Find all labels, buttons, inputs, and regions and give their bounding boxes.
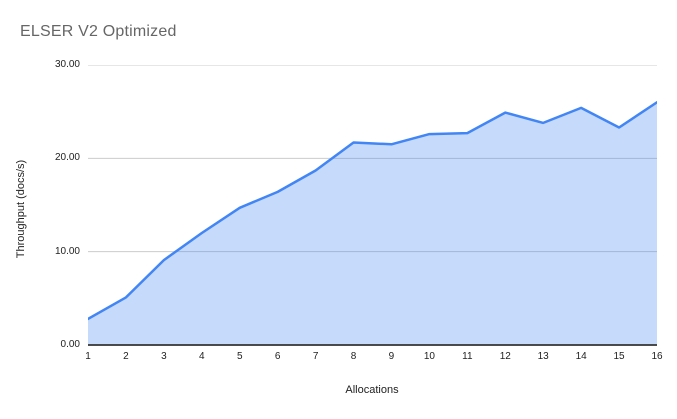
x-tick-label: 6 (274, 351, 281, 362)
x-tick-label: 2 (123, 351, 129, 362)
y-tick-label: 0.00 (60, 339, 80, 350)
x-tick-label: 8 (350, 351, 357, 362)
area-fill (88, 102, 657, 345)
x-tick-label: 15 (613, 351, 625, 362)
y-axis-title: Throughput (docs/s) (15, 159, 27, 259)
x-tick-label: 11 (462, 351, 473, 362)
x-tick-label: 9 (388, 351, 395, 362)
x-axis-title: Allocations (345, 384, 399, 396)
x-tick-label: 1 (85, 351, 91, 362)
chart-title: ELSER V2 Optimized (20, 23, 177, 40)
x-tick-label: 7 (312, 351, 319, 362)
y-tick-label: 20.00 (54, 152, 80, 164)
x-tick-label: 3 (161, 351, 167, 362)
x-tick-label: 10 (423, 351, 435, 362)
series-line (88, 101, 657, 321)
x-tick-label: 5 (236, 351, 243, 362)
x-tick-label: 16 (651, 351, 663, 362)
x-tick-label: 14 (575, 351, 587, 362)
y-tick-label: 30.00 (54, 59, 80, 70)
x-tick-label: 4 (199, 351, 205, 362)
x-tick-label: 12 (499, 351, 511, 362)
x-tick-label: 13 (537, 351, 549, 362)
y-tick-label: 10.00 (54, 245, 80, 257)
area-chart-svg (88, 65, 657, 346)
